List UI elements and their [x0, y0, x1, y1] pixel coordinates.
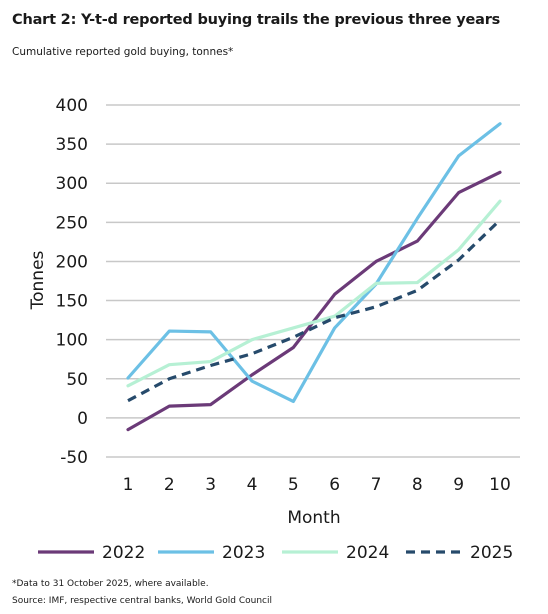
chart-title: Chart 2: Y-t-d reported buying trails th… — [12, 12, 501, 28]
x-tick-label: 4 — [247, 475, 258, 495]
y-tick-label: 300 — [56, 174, 88, 194]
series-lines — [126, 122, 502, 432]
y-tick-label: 100 — [56, 331, 88, 351]
y-tick-label: 400 — [56, 96, 88, 116]
chart-subtitle: Cumulative reported gold buying, tonnes* — [12, 46, 234, 58]
series-line-2025 — [127, 218, 502, 403]
series-line-2024 — [126, 199, 502, 388]
legend-label-2023: 2023 — [222, 543, 265, 563]
series-line-2023 — [126, 122, 502, 404]
y-axis-ticks: -50 0 50 100 150 200 250 300 350 400 — [56, 96, 88, 468]
y-tick-label: 50 — [66, 370, 88, 390]
x-tick-label: 7 — [371, 475, 382, 495]
x-tick-label: 6 — [329, 475, 340, 495]
x-axis-label: Month — [287, 508, 340, 528]
x-tick-label: 10 — [489, 475, 511, 495]
legend-label-2022: 2022 — [102, 543, 145, 563]
x-tick-label: 2 — [164, 475, 175, 495]
grid-lines — [106, 104, 520, 458]
y-tick-label: 150 — [56, 292, 88, 312]
y-tick-label: 0 — [77, 409, 88, 429]
footnote: *Data to 31 October 2025, where availabl… — [12, 579, 209, 589]
x-tick-label: 3 — [205, 475, 216, 495]
x-tick-label: 9 — [453, 475, 464, 495]
x-tick-label: 8 — [412, 475, 423, 495]
legend-label-2024: 2024 — [346, 543, 389, 563]
source-note: Source: IMF, respective central banks, W… — [12, 596, 273, 606]
x-tick-label: 1 — [123, 475, 134, 495]
legend: 2022 2023 2024 2025 — [38, 543, 513, 563]
legend-label-2025: 2025 — [470, 543, 513, 563]
x-tick-label: 5 — [288, 475, 299, 495]
y-tick-label: 350 — [56, 135, 88, 155]
y-axis-label: Tonnes — [28, 250, 48, 310]
y-tick-label: -50 — [60, 448, 88, 468]
y-tick-label: 250 — [56, 213, 88, 233]
x-axis-ticks: 1 2 3 4 5 6 7 8 9 10 — [123, 475, 511, 495]
y-tick-label: 200 — [56, 252, 88, 272]
